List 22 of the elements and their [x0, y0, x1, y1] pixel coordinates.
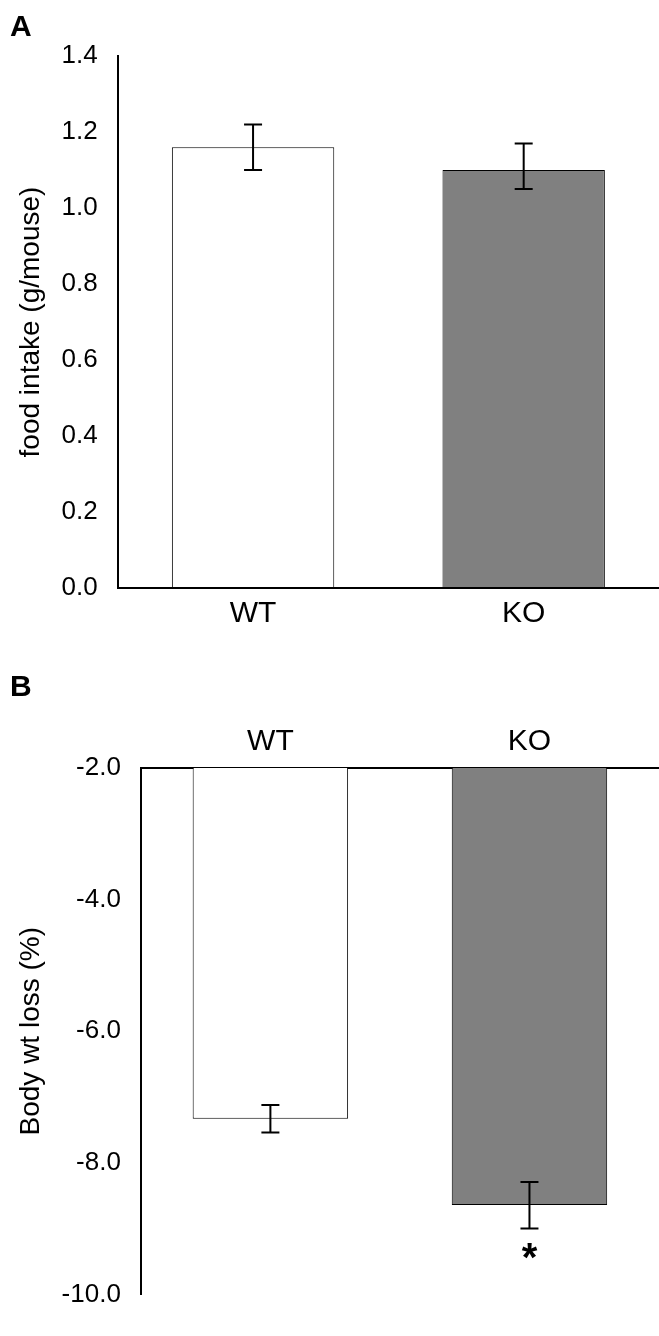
y-tick-label: 0.2 — [61, 495, 98, 526]
y-tick-label: 0.6 — [61, 343, 98, 374]
y-tick-label: -4.0 — [76, 882, 121, 913]
x-tick-label: KO — [502, 595, 546, 629]
y-tick-label: -10.0 — [61, 1277, 121, 1308]
y-tick-label: 0.0 — [61, 571, 98, 602]
y-tick-label: 1.2 — [61, 115, 98, 146]
y-tick-label: 0.4 — [61, 419, 98, 450]
chart-title: B — [10, 669, 32, 703]
y-tick-label: -8.0 — [76, 1145, 121, 1176]
y-axis-title: food intake (g/mouse) — [13, 186, 45, 458]
y-tick-label: 0.8 — [61, 267, 98, 298]
x-tick-label: WT — [229, 595, 277, 629]
annotation: * — [521, 1234, 538, 1279]
y-tick-label: 1.0 — [61, 191, 98, 222]
chart-title: A — [10, 9, 32, 43]
y-tick-label: 1.4 — [61, 39, 98, 70]
x-tick-label: WT — [247, 723, 294, 757]
y-tick-label: -2.0 — [76, 751, 121, 782]
x-tick-label: KO — [507, 723, 552, 757]
y-axis-title: Body wt loss (%) — [13, 926, 45, 1136]
y-tick-label: -6.0 — [76, 1014, 121, 1045]
